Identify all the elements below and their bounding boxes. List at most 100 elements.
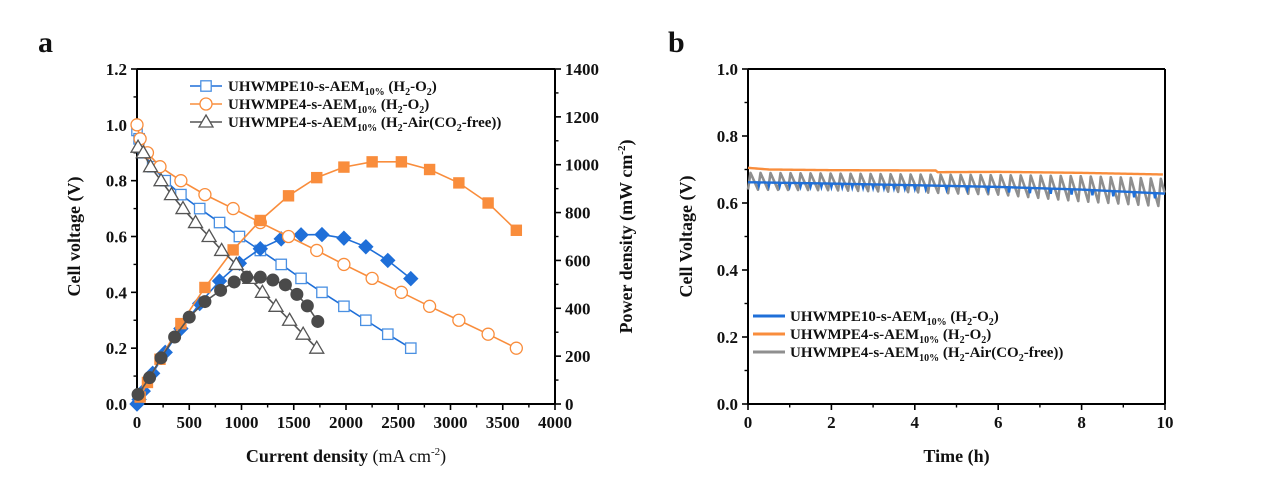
data-point-2 [422, 299, 437, 313]
text-span: 2 [398, 123, 403, 134]
data-point-1 [358, 239, 374, 255]
x-tick-label: 2500 [381, 413, 415, 432]
data-point-3 [423, 163, 436, 176]
b-y-tick-label: 0.6 [717, 194, 738, 213]
text-span: -Air(CO [965, 345, 1019, 361]
data-point-4 [187, 214, 204, 229]
series-line-gray [746, 171, 1166, 208]
legend-label-2: UHWMPE4-s-AEM10% (H2-Air(CO2-free)) [228, 115, 501, 134]
text-span: 10% [365, 87, 385, 98]
text-span: UHWMPE4-s-AEM [228, 97, 357, 113]
data-point-5 [278, 278, 292, 292]
text-span: -O [403, 97, 420, 113]
data-point-3 [254, 214, 267, 227]
b-x-axis-title: Time (h) [923, 446, 989, 467]
y-tick-label: 0.0 [106, 395, 127, 414]
data-point-1 [380, 252, 396, 269]
data-point-3 [510, 224, 523, 236]
data-point-2 [310, 243, 324, 258]
x-tick-label: 0 [133, 413, 142, 432]
text-span: (H [939, 345, 960, 361]
data-point-5 [131, 387, 145, 401]
text-span: (H [385, 79, 406, 95]
text-span: ) [424, 97, 429, 113]
x-tick-label: 1000 [225, 413, 259, 432]
y-tick-label: 0.2 [106, 339, 127, 358]
data-point-3 [453, 177, 465, 189]
b-legend-label-0: UHWMPE10-s-AEM10% (H2-O2) [790, 309, 999, 328]
text-span: 10% [357, 123, 377, 134]
y-axis-title: Cell voltage (V) [64, 177, 85, 297]
data-point-4 [281, 311, 298, 326]
b-x-tick-label: 0 [744, 413, 753, 432]
data-point-5 [290, 287, 304, 301]
b-y-tick-label: 0.2 [717, 328, 738, 347]
panel-label-a: a [38, 26, 53, 59]
data-point-2 [130, 118, 144, 132]
text-span: -2 [616, 145, 628, 155]
data-point-4 [174, 200, 192, 215]
y-tick-label: 1.0 [106, 116, 127, 135]
data-point-5 [168, 330, 182, 344]
data-point-2 [365, 271, 379, 286]
panel-b-chart: 0 2 4 6 8 10 0.0 0.2 0.4 0.6 0.8 1.0 Time (h) Cell Vo… [676, 60, 1174, 467]
data-point-5 [227, 275, 241, 289]
y2-tick-label: 200 [565, 347, 591, 366]
b-x-tick-label: 4 [911, 413, 920, 432]
b-y-tick-label: 0.4 [717, 261, 739, 280]
b-y-tick-label: 1.0 [717, 60, 738, 79]
text-span: ) [616, 140, 637, 146]
text-span: UHWMPE4-s-AEM [790, 327, 919, 343]
data-point-2 [337, 257, 351, 272]
data-point-5 [266, 273, 280, 287]
text-span: UHWMPE4-s-AEM [790, 345, 919, 361]
text-span: 10% [357, 105, 377, 116]
data-point-3 [366, 156, 378, 168]
text-span: 10% [919, 353, 939, 364]
data-point-1 [314, 226, 330, 243]
data-point-3 [199, 281, 211, 294]
data-point-4 [135, 144, 152, 159]
text-span: ) [440, 446, 446, 467]
data-point-4 [308, 339, 325, 354]
text-span: (H [377, 115, 398, 131]
y-tick-label: 0.6 [106, 228, 127, 247]
text-span: UHWMPE4-s-AEM [228, 115, 357, 131]
text-span: 2 [967, 317, 972, 328]
data-point-3 [338, 161, 350, 173]
y-tick-label: 0.4 [106, 283, 128, 302]
y2-tick-label: 400 [565, 299, 591, 318]
y2-tick-label: 0 [565, 395, 574, 414]
data-point-3 [482, 197, 494, 209]
y-tick-label: 1.2 [106, 60, 127, 79]
data-point-5 [198, 295, 212, 309]
b-y-tick-label: 0.8 [717, 127, 738, 146]
y-tick-label: 0.8 [106, 172, 127, 191]
legend-marker-1 [199, 97, 213, 111]
text-span: UHWMPE10-s-AEM [228, 79, 365, 95]
data-point-2 [509, 341, 523, 355]
text-span: (H [947, 309, 968, 325]
legend-label-0: UHWMPE10-s-AEM10% (H2-O2) [228, 79, 437, 98]
data-point-0 [381, 328, 394, 341]
data-point-2 [281, 229, 296, 244]
text-span: 10% [927, 317, 947, 328]
data-point-5 [143, 371, 157, 385]
data-point-4 [200, 228, 218, 243]
data-point-3 [227, 244, 239, 256]
data-point-4 [254, 284, 271, 298]
data-point-0 [213, 216, 226, 229]
data-point-4 [163, 186, 180, 201]
panel-label-b: b [668, 26, 685, 59]
x-tick-label: 500 [177, 413, 203, 432]
data-point-0 [316, 286, 328, 299]
x-tick-label: 3000 [434, 413, 468, 432]
text-span: 2 [457, 123, 462, 134]
data-point-2 [481, 327, 495, 341]
data-point-2 [226, 201, 240, 216]
series-line-4 [137, 146, 318, 349]
data-point-3 [282, 190, 295, 202]
data-point-1 [403, 270, 419, 287]
legend-marker-2 [197, 113, 215, 128]
